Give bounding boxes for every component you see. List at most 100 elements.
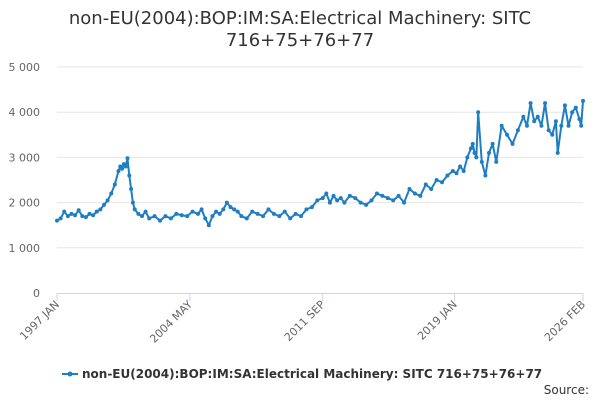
data-point[interactable] <box>407 187 411 191</box>
data-point[interactable] <box>140 214 144 218</box>
data-point[interactable] <box>153 214 157 218</box>
data-point[interactable] <box>106 198 110 202</box>
data-point[interactable] <box>116 169 120 173</box>
data-point[interactable] <box>310 205 314 209</box>
data-point[interactable] <box>221 207 225 211</box>
data-point[interactable] <box>113 183 117 187</box>
data-point[interactable] <box>283 210 287 214</box>
legend-label[interactable]: non-EU(2004):BOP:IM:SA:Electrical Machin… <box>82 367 542 381</box>
data-point[interactable] <box>491 142 495 146</box>
data-point[interactable] <box>136 212 140 216</box>
data-point[interactable] <box>375 192 379 196</box>
data-point[interactable] <box>277 214 281 218</box>
data-point[interactable] <box>445 173 449 177</box>
data-point[interactable] <box>380 194 384 198</box>
data-point[interactable] <box>163 214 167 218</box>
data-point[interactable] <box>429 187 433 191</box>
data-point[interactable] <box>516 128 520 132</box>
data-point[interactable] <box>84 215 88 219</box>
data-point[interactable] <box>505 133 509 137</box>
data-point[interactable] <box>272 212 276 216</box>
data-point[interactable] <box>339 196 343 200</box>
data-point[interactable] <box>250 210 254 214</box>
data-point[interactable] <box>158 219 162 223</box>
data-point[interactable] <box>559 124 563 128</box>
data-point[interactable] <box>581 99 585 103</box>
data-point[interactable] <box>185 214 189 218</box>
data-point[interactable] <box>554 119 558 123</box>
data-point[interactable] <box>577 117 581 121</box>
data-point[interactable] <box>73 213 77 217</box>
data-point[interactable] <box>521 115 525 119</box>
data-point[interactable] <box>59 216 63 220</box>
data-point[interactable] <box>469 146 473 150</box>
data-point[interactable] <box>483 173 487 177</box>
data-point[interactable] <box>462 169 466 173</box>
data-point[interactable] <box>214 210 218 214</box>
data-point[interactable] <box>210 214 214 218</box>
data-point[interactable] <box>567 124 571 128</box>
data-point[interactable] <box>476 110 480 114</box>
data-point[interactable] <box>131 201 135 205</box>
data-point[interactable] <box>203 216 207 220</box>
data-point[interactable] <box>232 207 236 211</box>
data-point[interactable] <box>321 196 325 200</box>
data-point[interactable] <box>174 212 178 216</box>
data-point[interactable] <box>440 180 444 184</box>
data-point[interactable] <box>299 214 303 218</box>
data-point[interactable] <box>80 214 84 218</box>
data-point[interactable] <box>342 201 346 205</box>
data-point[interactable] <box>529 101 533 105</box>
data-point[interactable] <box>55 219 59 223</box>
data-point[interactable] <box>359 201 363 205</box>
data-point[interactable] <box>536 115 540 119</box>
data-point[interactable] <box>435 178 439 182</box>
data-point[interactable] <box>77 208 81 212</box>
data-point[interactable] <box>256 212 260 216</box>
data-point[interactable] <box>563 103 567 107</box>
data-point[interactable] <box>127 173 131 177</box>
data-point[interactable] <box>570 110 574 114</box>
data-point[interactable] <box>315 198 319 202</box>
series-line[interactable] <box>57 101 583 225</box>
data-point[interactable] <box>539 124 543 128</box>
data-point[interactable] <box>543 101 547 105</box>
data-point[interactable] <box>525 124 529 128</box>
data-point[interactable] <box>397 194 401 198</box>
data-point[interactable] <box>207 223 211 227</box>
data-point[interactable] <box>500 124 504 128</box>
data-point[interactable] <box>294 212 298 216</box>
data-point[interactable] <box>98 207 102 211</box>
data-point[interactable] <box>266 207 270 211</box>
data-point[interactable] <box>91 213 95 217</box>
data-point[interactable] <box>245 216 249 220</box>
data-point[interactable] <box>144 210 148 214</box>
data-point[interactable] <box>129 187 133 191</box>
data-point[interactable] <box>125 156 129 160</box>
data-point[interactable] <box>532 119 536 123</box>
data-point[interactable] <box>474 155 478 159</box>
data-point[interactable] <box>109 192 113 196</box>
data-point[interactable] <box>200 207 204 211</box>
data-point[interactable] <box>332 194 336 198</box>
data-point[interactable] <box>473 151 477 155</box>
data-point[interactable] <box>147 216 151 220</box>
data-point[interactable] <box>261 214 265 218</box>
data-point[interactable] <box>511 142 515 146</box>
data-point[interactable] <box>169 216 173 220</box>
data-point[interactable] <box>239 214 243 218</box>
data-point[interactable] <box>335 198 339 202</box>
data-point[interactable] <box>95 210 99 214</box>
data-point[interactable] <box>424 183 428 187</box>
data-point[interactable] <box>324 192 328 196</box>
data-point[interactable] <box>124 164 128 168</box>
data-point[interactable] <box>550 133 554 137</box>
data-point[interactable] <box>418 194 422 198</box>
data-point[interactable] <box>579 124 583 128</box>
data-point[interactable] <box>88 212 92 216</box>
data-point[interactable] <box>133 207 137 211</box>
data-point[interactable] <box>288 216 292 220</box>
data-point[interactable] <box>487 151 491 155</box>
data-point[interactable] <box>556 151 560 155</box>
data-point[interactable] <box>102 203 106 207</box>
